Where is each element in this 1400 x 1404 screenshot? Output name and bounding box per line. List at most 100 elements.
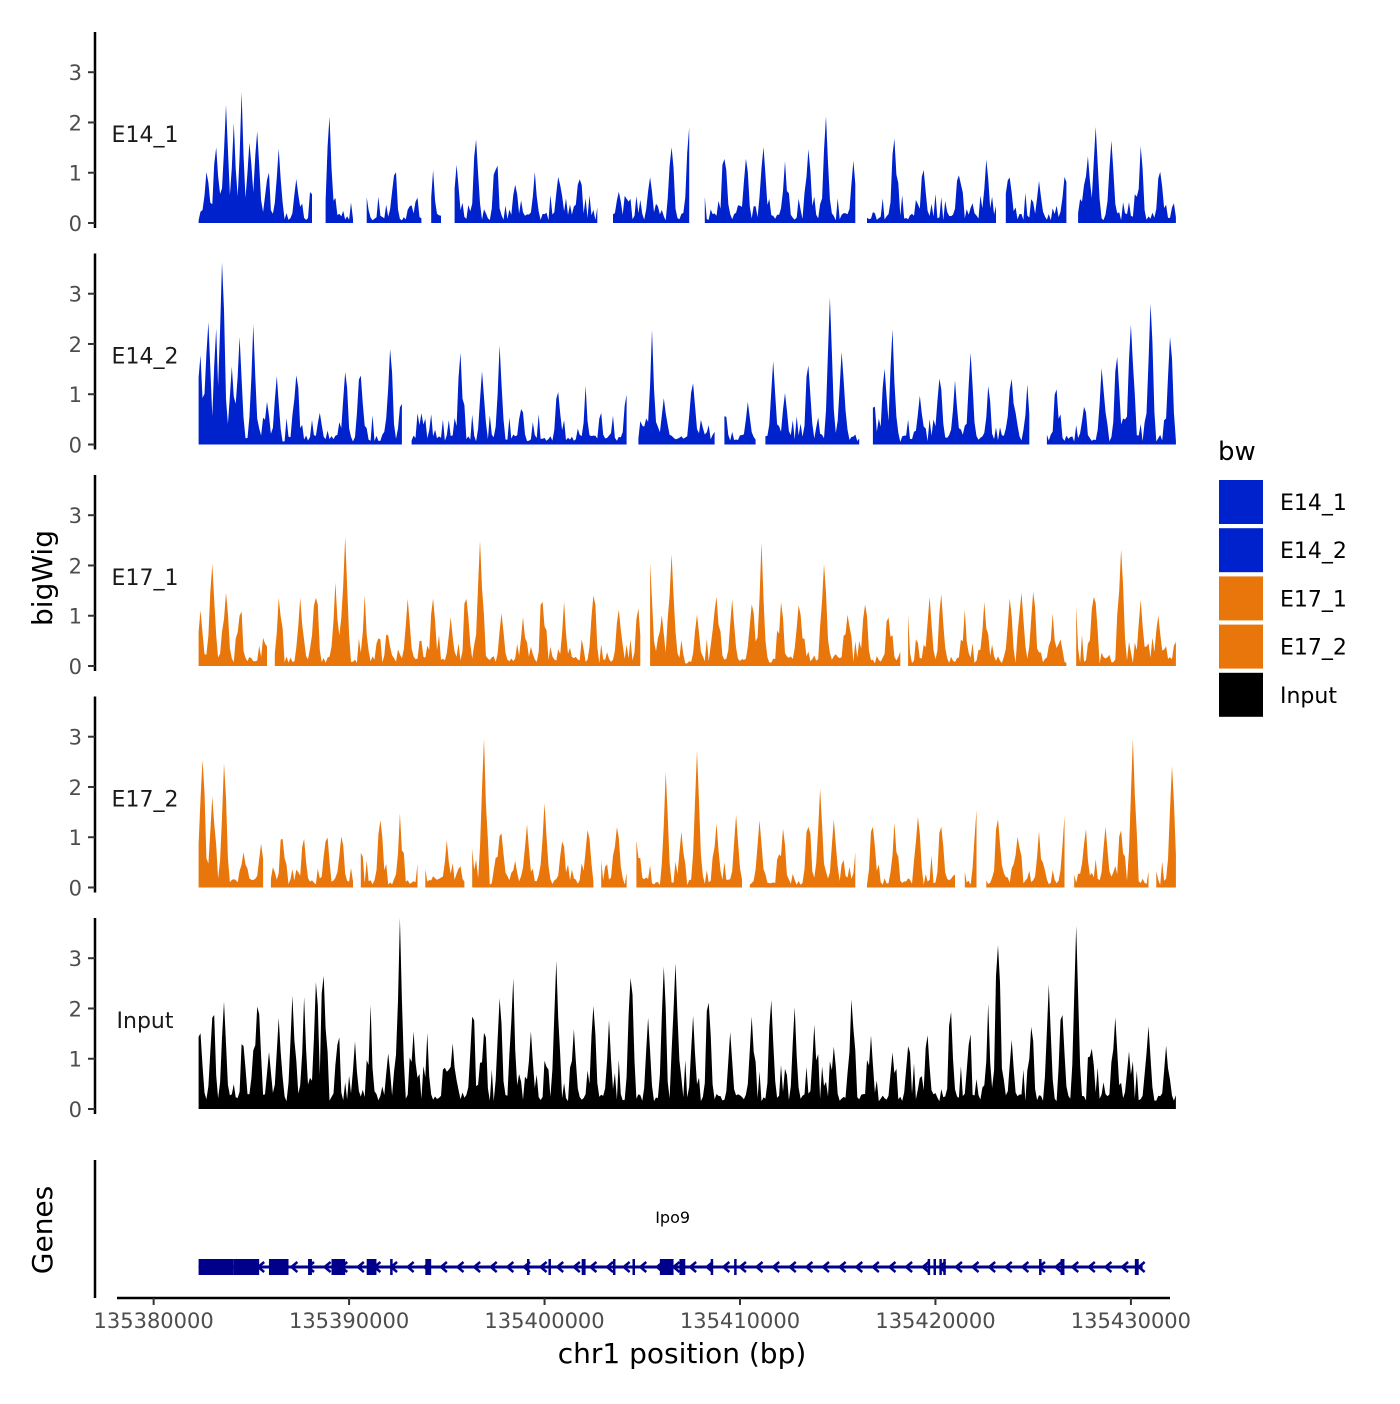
signal-area-E17_1 — [274, 536, 641, 666]
x-tick-label: 135400000 — [484, 1309, 604, 1333]
y-tick-label: 3 — [69, 504, 82, 528]
strand-arrow — [688, 1261, 697, 1273]
signal-panels: 0 1 2 3 E14_1 0 1 2 3 E14_2 0 1 2 3 E17_1 0 1 2 3 E17_2 0 1 2 3… — [69, 32, 1176, 1122]
exon — [198, 1259, 234, 1275]
strand-arrow — [455, 1261, 465, 1273]
strand-arrow — [1120, 1261, 1129, 1273]
panel-label: E17_1 — [112, 566, 179, 591]
y-tick-label: 1 — [69, 162, 82, 186]
strand-arrow — [904, 1261, 913, 1273]
strand-arrow — [1037, 1261, 1046, 1273]
legend-swatch-Input — [1219, 672, 1263, 717]
strand-arrow — [1020, 1261, 1030, 1273]
exon — [581, 1259, 586, 1275]
exon — [233, 1259, 260, 1275]
strand-arrow — [505, 1261, 515, 1273]
legend-swatch-E14_1 — [1219, 480, 1263, 524]
strand-arrow — [854, 1261, 864, 1273]
strand-arrow — [721, 1261, 731, 1273]
exon — [1134, 1259, 1139, 1275]
signal-area-E14_2 — [765, 297, 860, 445]
signal-area-E14_1 — [366, 172, 422, 223]
signal-area-E17_2 — [472, 738, 594, 888]
legend-label: E14_1 — [1280, 491, 1347, 516]
exon — [526, 1259, 530, 1275]
exon — [548, 1259, 551, 1275]
strand-arrow — [638, 1261, 648, 1273]
signal-area-E14_1 — [431, 170, 441, 223]
strand-arrow — [987, 1261, 996, 1273]
y-tick-label: 2 — [69, 111, 82, 135]
y-tick-label: 2 — [69, 333, 82, 357]
signal-area-E14_2 — [1046, 303, 1176, 445]
gene-track-panel: Ipo9 — [93, 1160, 1146, 1298]
legend-swatch-E17_1 — [1219, 576, 1263, 621]
y-axis-title: bigWig — [26, 530, 59, 626]
y-tick-label: 1 — [69, 826, 82, 850]
signal-area-E17_2 — [601, 827, 627, 888]
strand-arrow — [538, 1261, 548, 1273]
strand-arrow — [920, 1261, 930, 1273]
strand-arrow — [438, 1261, 448, 1273]
gene-Ipo9: Ipo9 — [198, 1208, 1146, 1275]
gene-label: Ipo9 — [655, 1208, 690, 1227]
signal-area-Input — [198, 918, 1176, 1109]
strand-arrow — [887, 1261, 897, 1273]
exon — [331, 1259, 346, 1275]
legend-swatch-E17_2 — [1219, 624, 1263, 669]
strand-arrow — [870, 1261, 880, 1273]
strand-arrow — [804, 1261, 814, 1273]
exon — [939, 1259, 942, 1275]
y-tick-label: 3 — [69, 726, 82, 750]
panel-E17_2: 0 1 2 3 E17_2 — [69, 696, 1176, 901]
signal-area-E17_2 — [867, 816, 955, 888]
strand-arrow — [771, 1261, 780, 1273]
y-tick-label: 1 — [69, 383, 82, 407]
x-tick-label: 135430000 — [1071, 1309, 1191, 1333]
signal-area-E17_2 — [636, 751, 742, 888]
y-tick-label: 3 — [69, 61, 82, 85]
strand-arrow — [754, 1261, 764, 1273]
strand-arrow — [1003, 1261, 1013, 1273]
y-tick-label: 1 — [69, 1048, 82, 1072]
strand-arrow — [289, 1261, 299, 1273]
panel-label: E14_2 — [112, 345, 179, 370]
strand-arrow — [787, 1261, 797, 1273]
signal-area-E17_1 — [650, 542, 901, 666]
exon — [659, 1259, 674, 1275]
panel-E14_1: 0 1 2 3 E14_1 — [69, 32, 1176, 236]
signal-area-E17_2 — [986, 815, 1065, 888]
y-tick-label: 3 — [69, 283, 82, 307]
strand-arrow — [322, 1261, 332, 1273]
signal-area-E14_1 — [704, 116, 856, 223]
gene-track-title: Genes — [26, 1186, 59, 1274]
panel-E14_2: 0 1 2 3 E14_2 — [69, 253, 1176, 458]
x-tick-label: 135380000 — [94, 1309, 214, 1333]
strand-arrow — [621, 1261, 631, 1273]
signal-area-E14_1 — [867, 138, 996, 223]
signal-area-E14_2 — [872, 329, 1030, 445]
strand-arrow — [1103, 1261, 1113, 1273]
y-tick-label: 0 — [69, 655, 82, 679]
strand-arrow — [555, 1261, 565, 1273]
strand-arrow — [355, 1261, 365, 1273]
strand-arrow — [571, 1261, 581, 1273]
panel-label: Input — [117, 1009, 174, 1034]
strand-arrow — [488, 1261, 498, 1273]
legend-swatch-E14_2 — [1219, 528, 1263, 573]
y-tick-label: 2 — [69, 997, 82, 1021]
signal-area-E14_1 — [198, 91, 312, 223]
signal-area-E14_1 — [1078, 126, 1176, 223]
strand-arrow — [306, 1261, 315, 1273]
x-axis-title: chr1 position (bp) — [558, 1337, 807, 1370]
y-tick-label: 1 — [69, 605, 82, 629]
strand-arrow — [605, 1261, 614, 1273]
y-tick-label: 2 — [69, 554, 82, 578]
strand-arrow — [953, 1261, 963, 1273]
signal-area-E17_2 — [1156, 765, 1176, 888]
y-tick-label: 0 — [69, 877, 82, 901]
x-tick-label: 135420000 — [875, 1309, 995, 1333]
signal-area-E14_2 — [724, 401, 756, 445]
strand-arrow — [738, 1261, 747, 1273]
